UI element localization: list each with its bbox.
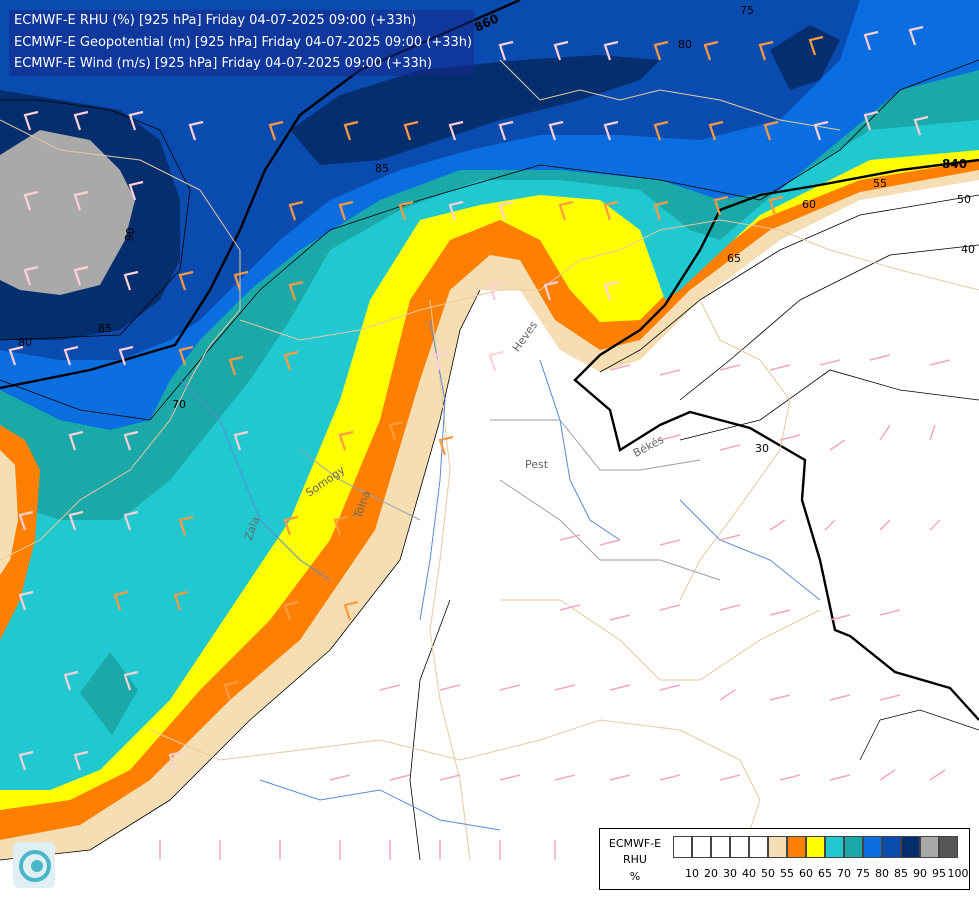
wind-barbs: [8, 25, 951, 860]
legend-tick-label: 55: [780, 867, 794, 880]
legend-tick-label: 20: [704, 867, 718, 880]
header-rhu: ECMWF-E RHU (%) [925 hPa] Friday 04-07-2…: [14, 13, 417, 28]
legend-tick-label: 95: [932, 867, 946, 880]
band-navy-ne: [770, 25, 840, 90]
legend-swatch: [730, 836, 749, 858]
legend-tick-label: 50: [761, 867, 775, 880]
legend-swatch: [692, 836, 711, 858]
header-geopotential: ECMWF-E Geopotential (m) [925 hPa] Frida…: [14, 35, 473, 50]
header-wind: ECMWF-E Wind (m/s) [925 hPa] Friday 04-0…: [14, 56, 433, 71]
rhu-label-85b: 85: [98, 322, 112, 335]
legend-swatch: [901, 836, 920, 858]
band-west-wheat: [0, 450, 18, 575]
colorbar-legend: ECMWF-E RHU % 10 20 30 40 50 55 60 65 70 75 80 85 90…: [599, 828, 970, 890]
header-panel: [9, 10, 474, 76]
country-borders: [0, 59, 979, 861]
band-teal-sw: [80, 652, 138, 735]
rhu-label-30: 30: [755, 442, 769, 455]
legend-tick-label: 85: [894, 867, 908, 880]
rhu-label-85a: 85: [375, 162, 389, 175]
legend-swatch: [825, 836, 844, 858]
rhu-label-60: 60: [802, 198, 816, 211]
legend-swatch: [806, 836, 825, 858]
rhu-label-50: 50: [957, 193, 971, 206]
legend-swatch: [749, 836, 768, 858]
band-midblue: [0, 0, 860, 360]
legend-tick-label: 75: [856, 867, 870, 880]
legend-swatch: [939, 836, 958, 858]
legend-swatch: [768, 836, 787, 858]
legend-tick-label: 100: [947, 867, 969, 880]
rhu-label-55: 55: [873, 177, 887, 190]
rhu-label-70: 70: [172, 398, 186, 411]
legend-tick-label: 30: [723, 867, 737, 880]
legend-tick-label: 60: [799, 867, 813, 880]
legend-tick-label: 65: [818, 867, 832, 880]
rhu-label-80b: 80: [18, 336, 32, 349]
legend-unit: %: [629, 870, 641, 883]
band-navy-north: [290, 55, 660, 165]
legend-tick-label: 90: [913, 867, 927, 880]
legend-swatch: [673, 836, 692, 858]
legend-tick-label: 40: [742, 867, 756, 880]
band-grey: [0, 130, 135, 295]
rhu-label-75: 75: [740, 4, 754, 17]
rhu-label-40: 40: [961, 243, 975, 256]
legend-swatch: [920, 836, 939, 858]
legend-param: RHU: [623, 853, 647, 866]
legend-swatch: [844, 836, 863, 858]
rhu-isolines: [0, 59, 979, 861]
legend-swatch: [787, 836, 806, 858]
legend-model: ECMWF-E: [608, 837, 662, 850]
rhu-label-80a: 80: [678, 38, 692, 51]
logo-icon: [13, 842, 55, 888]
legend-swatch: [882, 836, 901, 858]
place-pest: Pest: [525, 458, 549, 471]
legend-tick-label: 70: [837, 867, 851, 880]
legend-swatch: [863, 836, 882, 858]
geopotential-label-840: 840: [942, 157, 968, 171]
rhu-label-90: 90: [122, 226, 138, 243]
legend-swatch: [711, 836, 730, 858]
legend-tick-label: 80: [875, 867, 889, 880]
legend-tick-label: 10: [685, 867, 699, 880]
rhu-label-65: 65: [727, 252, 741, 265]
